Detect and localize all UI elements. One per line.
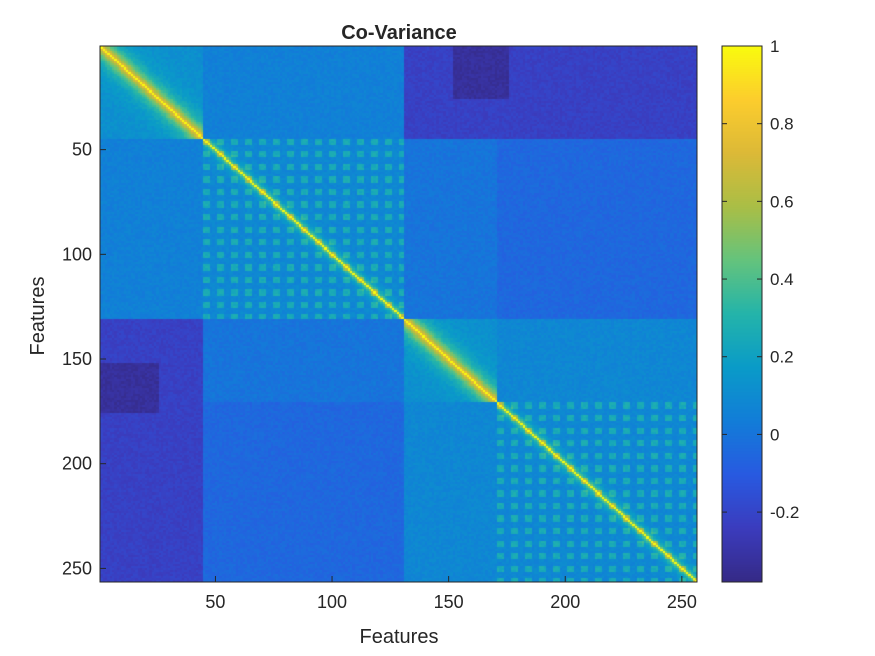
x-tick-label: 250 xyxy=(667,592,697,612)
x-axis: 50 100 150 200 250 xyxy=(205,576,697,612)
colorbar-frame xyxy=(721,45,763,583)
heatmap-image-container xyxy=(100,46,697,582)
x-axis-label: Features xyxy=(360,626,439,648)
chart-title: Co-Variance xyxy=(341,22,457,44)
colorbar-tick-label: 0 xyxy=(770,425,779,444)
colorbar-tick-label: 0.6 xyxy=(770,192,794,211)
y-tick-label: 50 xyxy=(72,140,92,160)
x-tick-label: 150 xyxy=(434,592,464,612)
colorbar-container xyxy=(722,46,762,582)
colorbar-tick-label: 0.8 xyxy=(770,115,794,134)
x-tick-label: 50 xyxy=(205,592,225,612)
x-tick-label: 100 xyxy=(317,592,347,612)
colorbar-ticks: -0.2 0 0.2 0.4 0.6 0.8 1 xyxy=(722,37,799,522)
y-axis: 50 100 150 200 250 xyxy=(62,140,106,578)
y-tick-label: 150 xyxy=(62,349,92,369)
y-tick-label: 100 xyxy=(62,244,92,264)
colorbar-tick-label: 0.4 xyxy=(770,270,794,289)
y-axis-label: Features xyxy=(27,277,49,356)
colorbar-canvas xyxy=(722,46,762,582)
heatmap-canvas xyxy=(100,46,697,582)
colorbar-tick-label: 1 xyxy=(770,37,779,56)
y-tick-label: 200 xyxy=(62,454,92,474)
plot-frame xyxy=(99,45,698,583)
y-tick-label: 250 xyxy=(62,558,92,578)
colorbar-tick-label: 0.2 xyxy=(770,348,794,367)
x-tick-label: 200 xyxy=(550,592,580,612)
colorbar-tick-label: -0.2 xyxy=(770,503,799,522)
